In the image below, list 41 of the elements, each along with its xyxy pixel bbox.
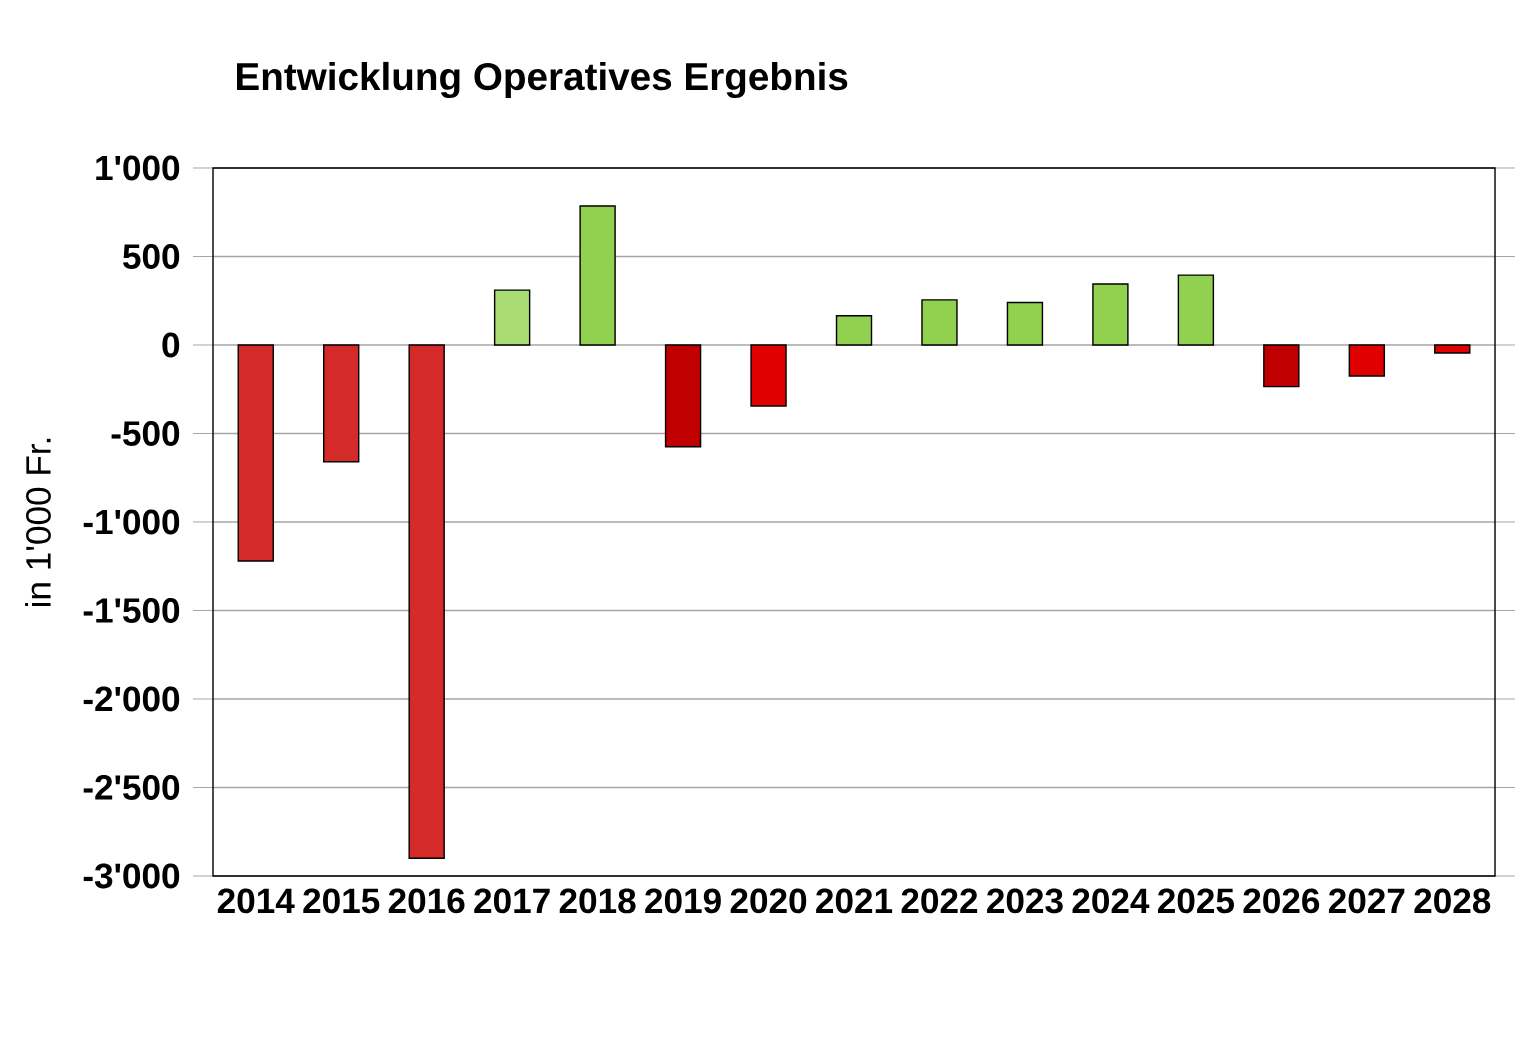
x-tick-label: 2014 — [217, 888, 295, 914]
x-tick-label: 2019 — [645, 888, 721, 914]
y-tick-label: -2'000 — [83, 686, 180, 712]
bar — [323, 344, 360, 463]
bar — [408, 344, 445, 859]
bar — [493, 289, 531, 346]
x-tick-label: 2015 — [303, 888, 380, 914]
x-tick-label: 2018 — [559, 888, 636, 914]
y-tick-label: -1'500 — [83, 598, 180, 623]
y-tick-label: -3'000 — [83, 863, 180, 889]
bar — [921, 299, 958, 346]
x-tick-label: 2020 — [730, 888, 807, 914]
x-tick-label: 2023 — [987, 888, 1063, 914]
x-tick-label: 2022 — [901, 888, 978, 914]
x-tick-label: 2027 — [1328, 888, 1405, 914]
y-tick-label: 1'000 — [96, 155, 180, 181]
x-tick-label: 2028 — [1414, 888, 1491, 914]
bar — [1348, 344, 1386, 377]
y-tick-label: -1'000 — [83, 509, 180, 535]
x-tick-label: 2025 — [1158, 888, 1234, 914]
bar — [835, 315, 873, 346]
bar — [1006, 301, 1044, 346]
y-tick-label: 0 — [162, 332, 180, 358]
bar — [1177, 274, 1215, 346]
y-tick-label: 500 — [123, 244, 180, 269]
bar — [1434, 344, 1471, 354]
y-tick-label: -2'500 — [83, 775, 180, 800]
bar — [579, 205, 616, 346]
x-tick-label: 2021 — [816, 888, 893, 914]
y-axis-title: in 1'000 Fr. — [25, 438, 51, 607]
bar — [664, 344, 702, 448]
x-tick-label: 2016 — [388, 888, 465, 914]
bar — [237, 344, 274, 562]
x-tick-label: 2017 — [474, 888, 550, 914]
x-tick-label: 2026 — [1243, 888, 1320, 914]
y-tick-label: -500 — [111, 421, 180, 446]
bar — [1263, 344, 1300, 388]
bar — [750, 344, 787, 407]
bar — [1092, 283, 1129, 346]
chart-title: Entwicklung Operatives Ergebnis — [237, 61, 848, 99]
x-tick-label: 2024 — [1072, 888, 1150, 914]
